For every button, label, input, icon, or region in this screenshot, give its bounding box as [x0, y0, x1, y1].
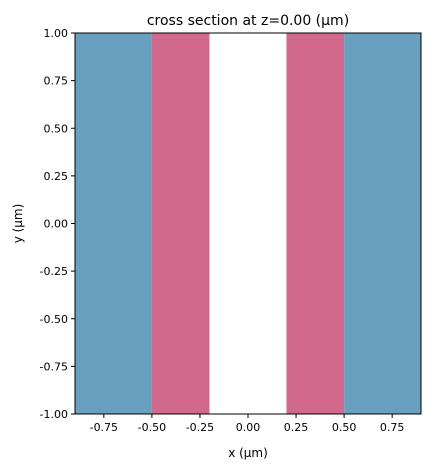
region-2 — [209, 33, 287, 414]
y-tick-label: -0.75 — [40, 360, 68, 373]
chart-title: cross section at z=0.00 (μm) — [147, 13, 349, 29]
x-tick-label: 0.00 — [236, 421, 261, 434]
x-tick-label: 0.75 — [380, 421, 405, 434]
x-tick-label: -0.50 — [138, 421, 166, 434]
x-axis-label: x (μm) — [228, 446, 268, 460]
regions-layer — [75, 33, 421, 414]
y-tick-label: -0.50 — [40, 313, 68, 326]
plot-frame — [74, 32, 422, 415]
y-axis-label: y (μm) — [11, 204, 25, 244]
y-tick-label: 0.75 — [44, 75, 69, 88]
x-tick-label: 0.50 — [332, 421, 357, 434]
y-ticks: 1.00 0.75 0.50 0.25 0.00 -0.25 -0.50 -0.75 -1.00 — [40, 27, 75, 421]
y-tick-label: 0.50 — [44, 122, 69, 135]
region-3 — [286, 33, 345, 414]
y-tick-label: -1.00 — [40, 408, 68, 421]
y-tick-label: 0.25 — [44, 170, 69, 183]
region-1 — [151, 33, 210, 414]
x-tick-label: -0.25 — [186, 421, 214, 434]
y-tick-label: -0.25 — [40, 265, 68, 278]
y-tick-label: 1.00 — [44, 27, 69, 40]
y-tick-label: 0.00 — [44, 218, 69, 231]
x-ticks: -0.75 -0.50 -0.25 0.00 0.25 0.50 0.75 — [90, 414, 405, 434]
x-tick-label: 0.25 — [284, 421, 309, 434]
region-4 — [344, 33, 421, 414]
region-0 — [75, 33, 152, 414]
x-tick-label: -0.75 — [90, 421, 118, 434]
